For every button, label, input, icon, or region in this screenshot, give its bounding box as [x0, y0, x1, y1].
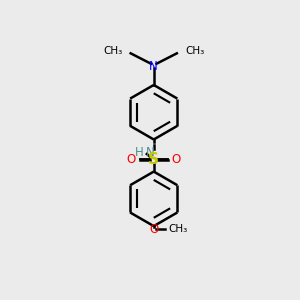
Text: S: S	[148, 152, 159, 167]
Text: CH₃: CH₃	[185, 46, 204, 56]
Text: O: O	[127, 153, 136, 166]
Text: O: O	[172, 153, 181, 166]
Text: H: H	[135, 146, 143, 159]
Text: CH₃: CH₃	[169, 224, 188, 234]
Text: N: N	[149, 59, 158, 73]
Text: CH₃: CH₃	[103, 46, 123, 56]
Text: O: O	[149, 223, 158, 236]
Text: N: N	[146, 146, 154, 159]
